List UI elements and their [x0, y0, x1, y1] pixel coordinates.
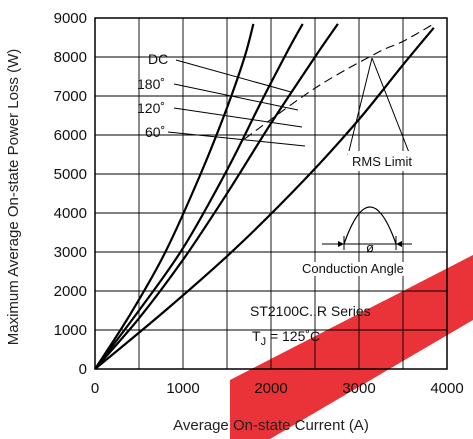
- phi-label: ø: [366, 240, 374, 255]
- y-tick-label: 1000: [54, 322, 87, 339]
- x-tick-labels: 0 1000 2000 3000 4000: [91, 380, 464, 397]
- label-60: 60˚: [145, 124, 165, 140]
- y-tick-label: 6000: [54, 127, 87, 144]
- curve-label-leader: [173, 107, 303, 128]
- series-line-rms-limit: [244, 23, 435, 140]
- curve-label-leader: [173, 83, 299, 111]
- label-dc: DC: [148, 51, 168, 67]
- x-tick-label: 1000: [166, 380, 199, 397]
- curves: [94, 23, 435, 370]
- rms-limit-pointer: [347, 57, 373, 156]
- y-tick-label: 2000: [54, 283, 87, 300]
- series-line-120: [94, 23, 304, 370]
- y-tick-label: 0: [79, 361, 87, 378]
- y-axis-label: Maximum Average On-state Power Loss (W): [5, 49, 22, 345]
- y-tick-label: 5000: [54, 166, 87, 183]
- y-tick-label: 4000: [54, 205, 87, 222]
- leader-lines: [167, 57, 411, 156]
- conduction-angle-inset: ø Conduction Angle: [300, 206, 428, 276]
- conduction-angle-label: Conduction Angle: [302, 261, 404, 276]
- label-rms-limit: RMS Limit: [352, 154, 412, 169]
- y-tick-label: 9000: [54, 10, 87, 27]
- plot-frame: [94, 17, 448, 370]
- grid: [95, 18, 447, 369]
- x-axis-label: Average On-state Current (A): [173, 417, 369, 434]
- x-tick-label: 2000: [254, 380, 287, 397]
- label-120: 120˚: [137, 100, 165, 116]
- device-series-label: ST2100C..R Series: [250, 303, 371, 319]
- rms-limit-pointer: [371, 57, 411, 156]
- y-tick-label: 8000: [54, 49, 87, 66]
- rms-label-bg: [348, 151, 434, 171]
- series-line-180: [94, 23, 339, 370]
- x-tick-label: 0: [91, 380, 99, 397]
- y-tick-label: 3000: [54, 244, 87, 261]
- junction-temp-label: TJ = 125˚C: [252, 328, 320, 348]
- curve-label-leader: [167, 131, 306, 147]
- label-180: 180˚: [137, 76, 165, 92]
- curve-label-leader: [175, 59, 292, 93]
- series-line-dc: [94, 27, 435, 370]
- y-tick-label: 7000: [54, 88, 87, 105]
- series-line-60: [94, 23, 255, 370]
- watermark: [230, 255, 473, 439]
- x-tick-label: 3000: [342, 380, 375, 397]
- y-tick-labels: 0 1000 2000 3000 4000 5000 6000 7000 8000 9000: [54, 10, 87, 378]
- x-tick-label: 4000: [430, 380, 463, 397]
